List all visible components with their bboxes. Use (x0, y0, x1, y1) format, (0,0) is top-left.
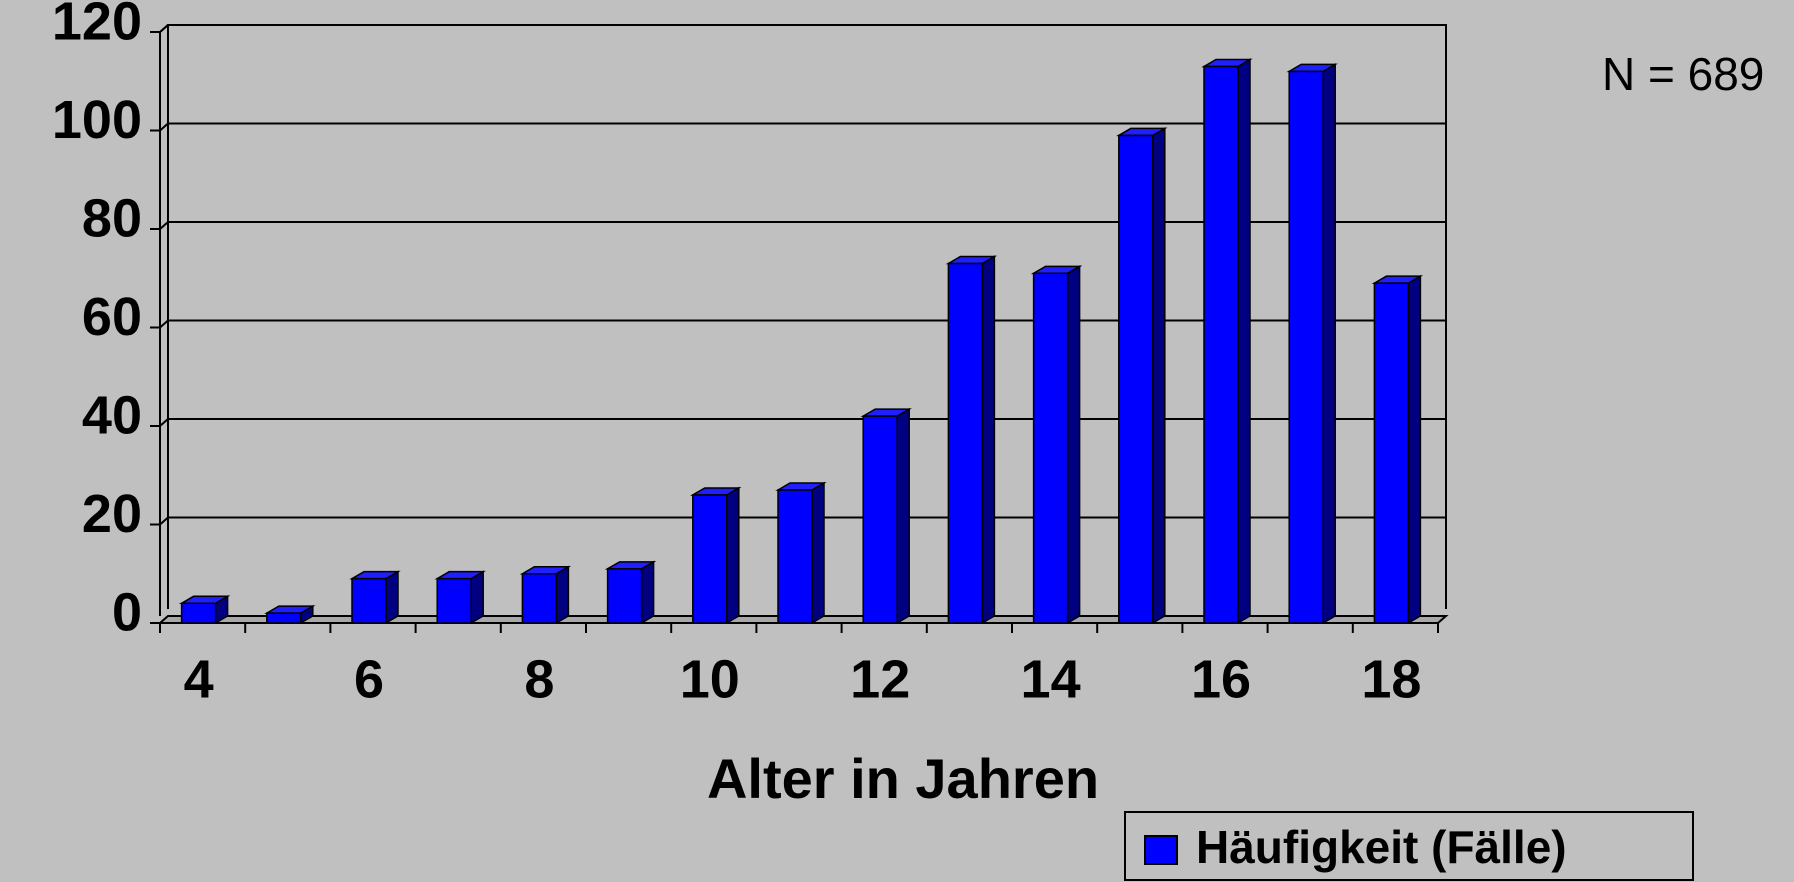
bar-side (555, 565, 570, 625)
bar (777, 489, 813, 624)
bar-side (726, 486, 740, 625)
y-tick-label: 120 (52, 0, 142, 51)
grid-line (159, 418, 1446, 427)
x-tick-label: 18 (1361, 649, 1421, 709)
bar (1373, 282, 1410, 624)
x-tick-label: 12 (850, 649, 910, 709)
grid-line (159, 319, 1446, 329)
legend-label: Häufigkeit (Fälle) (1196, 821, 1567, 873)
bar (521, 573, 558, 624)
bar-side (640, 560, 655, 625)
bar (436, 577, 472, 624)
x-tick-label: 14 (1021, 649, 1081, 709)
grid-line (159, 24, 1446, 33)
bar-side (1407, 274, 1422, 625)
bar-side (1152, 127, 1166, 625)
bar-side (896, 407, 910, 625)
grid-line (159, 122, 1446, 132)
bar (266, 612, 302, 624)
y-tick-label: 0 (112, 582, 142, 642)
bar (1118, 134, 1154, 624)
bar (692, 494, 728, 624)
bar-side (1322, 63, 1336, 625)
x-tick-label: 4 (184, 649, 214, 709)
bar (606, 568, 643, 624)
bar (862, 415, 898, 624)
bar (1203, 65, 1239, 624)
bar-side (811, 481, 825, 625)
legend-box (1124, 811, 1694, 881)
y-tick-label: 60 (82, 287, 142, 347)
bar (947, 262, 984, 624)
bar (1032, 272, 1069, 624)
bar-side (1066, 265, 1081, 625)
annotation: N = 689 (1602, 48, 1764, 100)
y-tick-label: 40 (82, 385, 142, 445)
bar (351, 577, 387, 624)
bar-side (1237, 58, 1251, 625)
y-tick-label: 80 (82, 188, 142, 248)
x-tick-label: 8 (524, 649, 554, 709)
bar-side (981, 255, 996, 625)
grid-line (159, 221, 1446, 230)
bar (180, 602, 217, 624)
y-tick-label: 20 (82, 484, 142, 544)
x-tick-label: 10 (680, 649, 740, 709)
legend-swatch (1144, 835, 1178, 865)
x-tick-label: 16 (1191, 649, 1251, 709)
bar-side (470, 570, 484, 625)
bar-side (385, 570, 399, 625)
y-tick-label: 100 (52, 90, 142, 150)
bar (1288, 70, 1324, 624)
x-tick-label: 6 (354, 649, 384, 709)
grid-line (159, 516, 1446, 526)
x-axis-title: Alter in Jahren (707, 747, 1099, 810)
